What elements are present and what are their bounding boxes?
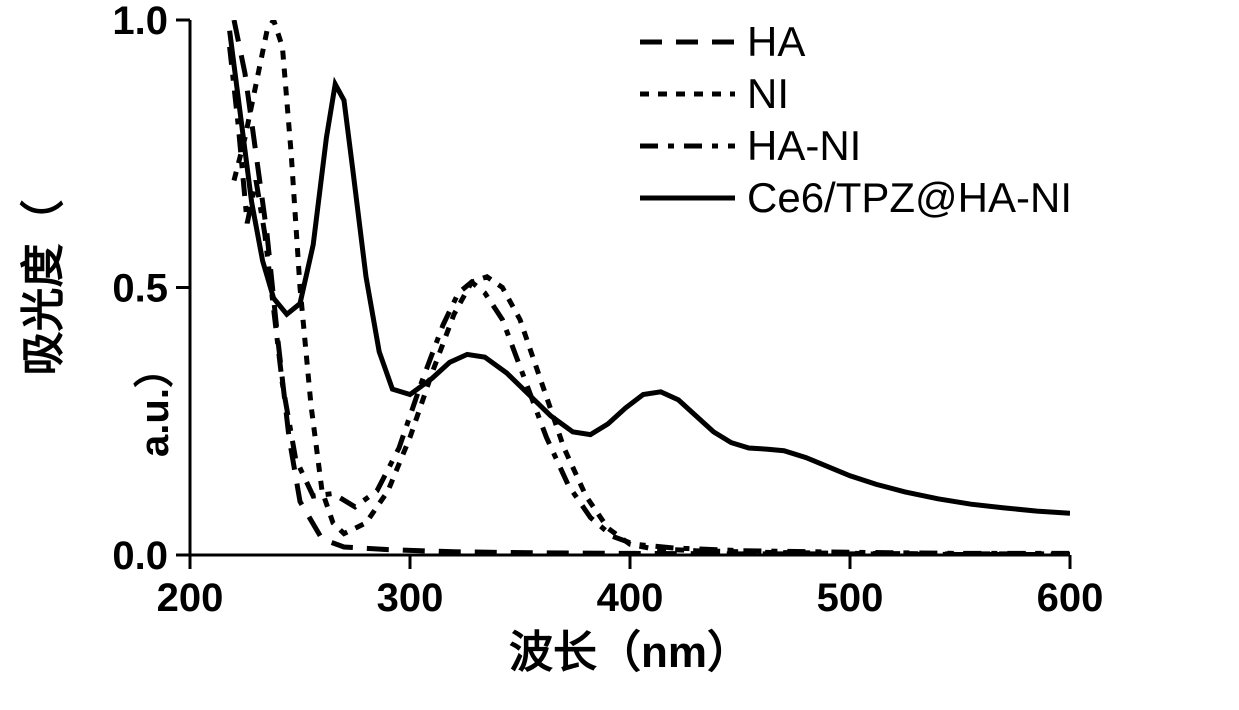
x-tick-label: 200 [157,576,224,620]
series-NI [234,20,1070,554]
legend-label: HA [747,18,805,65]
y-tick-label: 1.0 [112,0,168,43]
series-Ce6/TPZ@HA-NI [230,31,1070,514]
y-axis-unit: a.u.） [133,348,177,457]
x-tick-label: 600 [1037,576,1104,620]
legend-label: Ce6/TPZ@HA-NI [747,174,1072,221]
legend-label: NI [747,70,789,117]
uv-vis-spectrum-chart: 200 300 400 500 600 0.0 0.5 1.0 波长（nm） 吸光度（ a.u.） H… [0,0,1239,710]
y-tick-label: 0.0 [112,534,168,578]
x-tick-label: 500 [817,576,884,620]
y-tick-label: 0.5 [112,267,168,311]
legend-label: HA-NI [747,122,861,169]
series-HA-NI [230,47,1070,554]
series-HA [234,20,1070,555]
x-axis-label: 波长（nm） [509,628,751,677]
chart-svg: 200 300 400 500 600 0.0 0.5 1.0 波长（nm） 吸光度（ a.u.） H… [0,0,1239,710]
y-axis-label: 吸光度（ [19,200,68,376]
x-tick-label: 400 [597,576,664,620]
x-tick-label: 300 [377,576,444,620]
